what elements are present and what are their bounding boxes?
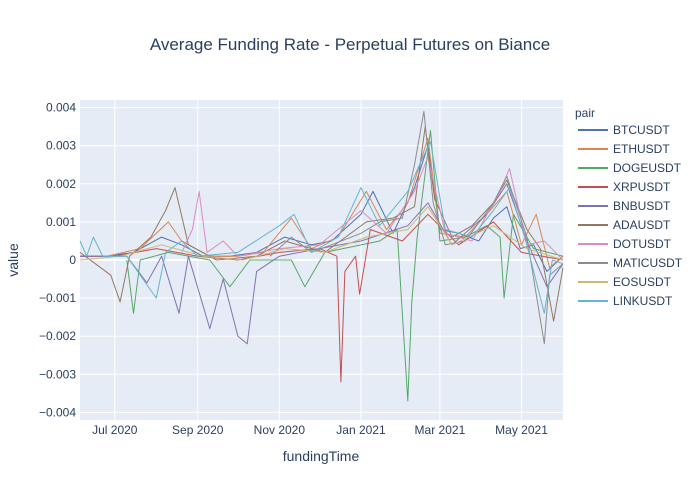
x-tick-label: Sep 2020 (172, 423, 224, 437)
legend-label: BTCUSDT (613, 123, 670, 137)
y-tick-label: 0.003 (46, 139, 76, 153)
legend-label: DOGEUSDT (613, 161, 682, 175)
legend: BTCUSDT ETHUSDT DOGEUSDT XRPUSDT BNBUSDT ADAU… (578, 123, 683, 308)
x-tick-label: Jul 2020 (92, 423, 138, 437)
y-axis-ticks: 0.004 0.003 0.002 0.001 0 −0.001 −0.002 −0.003 −… (39, 101, 76, 420)
legend-item-dogeusdt[interactable]: DOGEUSDT (578, 161, 682, 175)
legend-item-eosusdt[interactable]: EOSUSDT (578, 275, 672, 289)
legend-label: LINKUSDT (613, 294, 673, 308)
x-tick-label: Nov 2020 (254, 423, 306, 437)
legend-item-bnbusdt[interactable]: BNBUSDT (578, 199, 671, 213)
legend-label: XRPUSDT (613, 180, 671, 194)
series-line-dogeusdt[interactable] (126, 130, 564, 402)
series-line-btcusdt[interactable] (80, 145, 564, 272)
series-line-adausdt[interactable] (79, 126, 564, 322)
y-tick-label: 0.002 (46, 177, 76, 191)
x-tick-label: Jan 2021 (336, 423, 386, 437)
legend-item-maticusdt[interactable]: MATICUSDT (578, 256, 683, 270)
y-tick-label: 0.004 (46, 101, 76, 115)
chart-title: Average Funding Rate - Perpetual Futures… (150, 35, 550, 54)
y-tick-label: 0.001 (46, 215, 76, 229)
x-axis-title: fundingTime (283, 448, 360, 464)
x-tick-label: May 2021 (495, 423, 548, 437)
legend-item-dotusdt[interactable]: DOTUSDT (578, 237, 672, 251)
y-tick-label: −0.002 (39, 329, 76, 343)
x-axis-ticks: Jul 2020 Sep 2020 Nov 2020 Jan 2021 Mar 2021… (92, 423, 548, 437)
series-line-bnbusdt[interactable] (80, 183, 564, 345)
series-line-linkusdt[interactable] (79, 141, 564, 314)
legend-item-btcusdt[interactable]: BTCUSDT (578, 123, 670, 137)
legend-label: DOTUSDT (613, 237, 672, 251)
series-line-ethusdt[interactable] (80, 137, 564, 269)
y-tick-label: −0.001 (39, 291, 76, 305)
y-axis-title: value (5, 243, 21, 277)
legend-item-adausdt[interactable]: ADAUSDT (578, 218, 671, 232)
legend-label: EOSUSDT (613, 275, 672, 289)
series-line-eosusdt[interactable] (79, 206, 564, 261)
legend-item-linkusdt[interactable]: LINKUSDT (578, 294, 673, 308)
y-tick-label: 0 (69, 253, 76, 267)
series-lines (79, 110, 564, 402)
y-tick-label: −0.004 (39, 405, 76, 419)
legend-label: ETHUSDT (613, 142, 670, 156)
legend-label: BNBUSDT (613, 199, 671, 213)
x-tick-label: Mar 2021 (415, 423, 466, 437)
legend-label: ADAUSDT (613, 218, 671, 232)
legend-item-ethusdt[interactable]: ETHUSDT (578, 142, 670, 156)
legend-label: MATICUSDT (613, 256, 683, 270)
y-tick-label: −0.003 (39, 367, 76, 381)
legend-title: pair (575, 106, 595, 120)
legend-item-xrpusdt[interactable]: XRPUSDT (578, 180, 671, 194)
